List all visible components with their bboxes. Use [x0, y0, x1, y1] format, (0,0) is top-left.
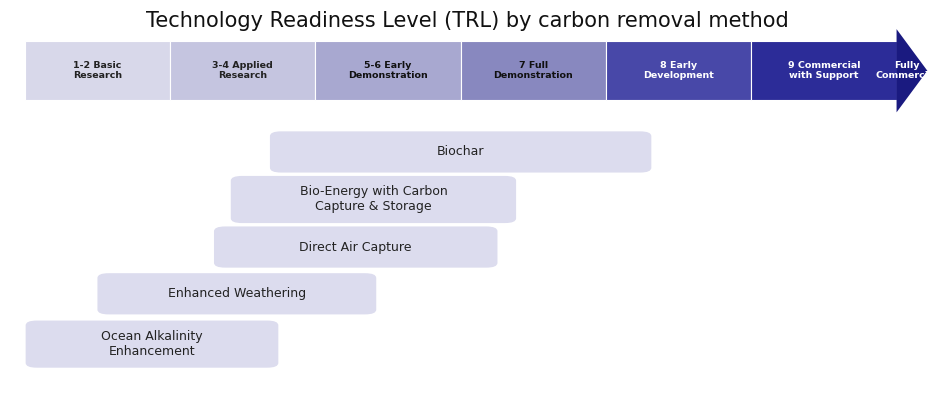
Text: Ocean Alkalinity
Enhancement: Ocean Alkalinity Enhancement: [101, 330, 203, 358]
Text: 7 Full
Demonstration: 7 Full Demonstration: [493, 61, 573, 81]
FancyBboxPatch shape: [605, 41, 750, 101]
FancyBboxPatch shape: [25, 41, 170, 101]
Text: 3-4 Applied
Research: 3-4 Applied Research: [212, 61, 273, 81]
FancyBboxPatch shape: [270, 131, 650, 172]
FancyBboxPatch shape: [97, 273, 376, 314]
Text: Enhanced Weathering: Enhanced Weathering: [168, 287, 306, 300]
Text: Bio-Energy with Carbon
Capture & Storage: Bio-Energy with Carbon Capture & Storage: [299, 186, 447, 213]
FancyBboxPatch shape: [213, 227, 497, 268]
FancyBboxPatch shape: [315, 41, 460, 101]
FancyBboxPatch shape: [25, 320, 278, 368]
Text: 9 Commercial
with Support: 9 Commercial with Support: [786, 61, 859, 81]
Text: Fully
Commercial: Fully Commercial: [874, 61, 936, 81]
Text: 1-2 Basic
Research: 1-2 Basic Research: [73, 61, 122, 81]
FancyBboxPatch shape: [170, 41, 315, 101]
FancyBboxPatch shape: [750, 41, 896, 101]
Text: 5-6 Early
Demonstration: 5-6 Early Demonstration: [347, 61, 428, 81]
FancyBboxPatch shape: [460, 41, 605, 101]
Text: Technology Readiness Level (TRL) by carbon removal method: Technology Readiness Level (TRL) by carb…: [146, 11, 788, 31]
Text: Direct Air Capture: Direct Air Capture: [299, 241, 412, 253]
Polygon shape: [896, 29, 926, 113]
Text: 8 Early
Development: 8 Early Development: [643, 61, 714, 81]
FancyBboxPatch shape: [230, 176, 515, 223]
Text: Biochar: Biochar: [436, 146, 484, 158]
